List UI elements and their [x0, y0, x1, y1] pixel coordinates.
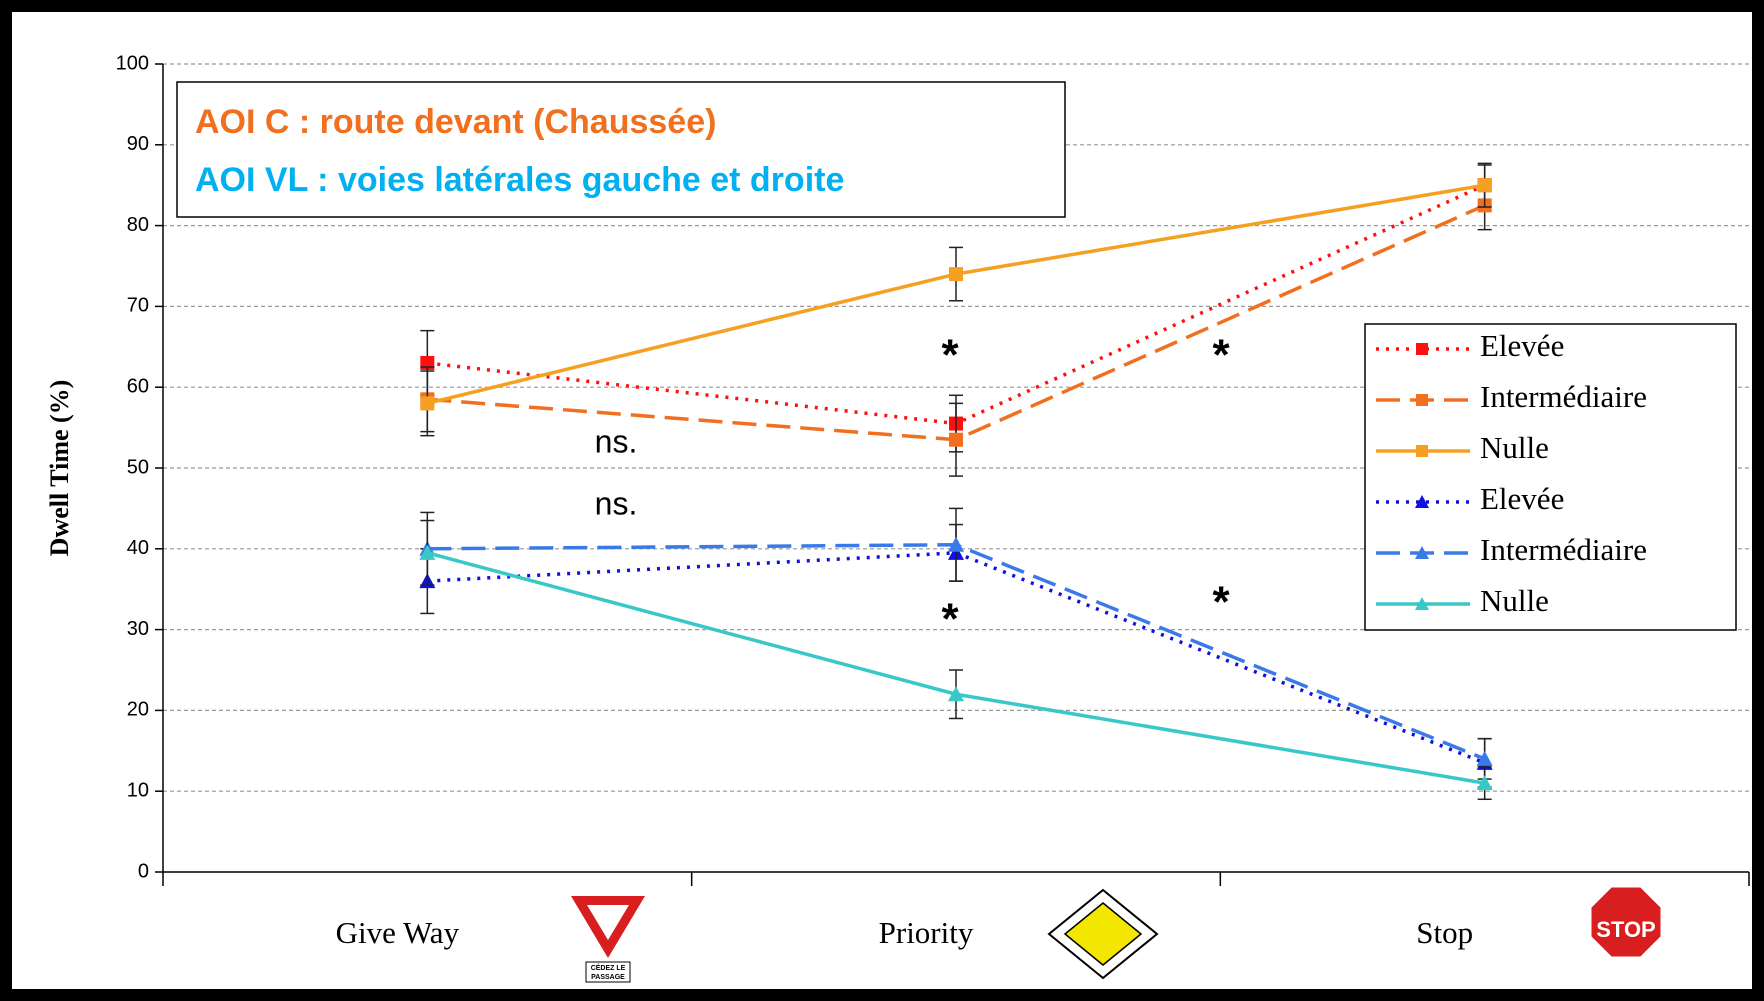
point	[1477, 178, 1492, 193]
legend-label: Elevée	[1480, 328, 1564, 363]
y-tick-label: 20	[127, 699, 149, 721]
annotation: *	[1212, 331, 1230, 380]
legend-label: Nulle	[1480, 430, 1549, 465]
legend-label: Intermédiaire	[1480, 379, 1647, 414]
x-tick-label: Give Way	[336, 915, 460, 950]
yield-text: CÉDEZ LE	[591, 963, 626, 972]
title-line: AOI C : route devant (Chaussée)	[195, 103, 716, 141]
y-axis-label: Dwell Time (%)	[45, 380, 74, 557]
point	[948, 536, 964, 552]
legend-marker	[1416, 394, 1428, 406]
y-tick-label: 70	[127, 295, 149, 317]
priority-sign	[1047, 888, 1159, 980]
legend-label: Intermédiaire	[1480, 532, 1647, 567]
yield-text: PASSAGE	[591, 974, 625, 981]
title-box	[176, 81, 1066, 218]
legend-label: Nulle	[1480, 583, 1549, 618]
legend-marker	[1416, 343, 1428, 355]
title-line: AOI VL : voies latérales gauche et droit…	[195, 161, 844, 199]
point	[949, 267, 963, 282]
y-tick-label: 50	[127, 456, 149, 478]
x-tick-label: Priority	[879, 915, 974, 950]
annotation: *	[941, 595, 959, 644]
legend-marker	[1415, 495, 1429, 508]
y-tick-label: 10	[127, 779, 149, 801]
point	[948, 686, 964, 702]
stop-text: STOP	[1596, 917, 1656, 942]
legend-label: Elevée	[1480, 481, 1564, 516]
point	[1476, 750, 1493, 766]
y-tick-label: 90	[127, 133, 149, 155]
y-tick-label: 80	[127, 214, 149, 236]
y-tick-label: 0	[138, 860, 149, 882]
y-tick-label: 30	[127, 618, 149, 640]
point	[419, 544, 436, 560]
point	[949, 432, 963, 447]
legend-marker	[1415, 546, 1429, 559]
annotation: ns.	[595, 423, 638, 459]
y-tick-label: 40	[127, 537, 149, 559]
point	[420, 396, 435, 411]
annotation: *	[1212, 578, 1230, 627]
y-tick-label: 60	[127, 375, 149, 397]
annotation: ns.	[595, 485, 638, 521]
legend-marker	[1415, 597, 1429, 610]
x-tick-label: Stop	[1416, 915, 1473, 950]
point	[1476, 775, 1493, 791]
legend-box	[1364, 323, 1737, 631]
yield-sign: CÉDEZ LE PASSAGE	[571, 896, 645, 983]
stop-sign: STOP	[1588, 884, 1664, 960]
annotation: *	[941, 331, 959, 380]
legend-marker	[1416, 445, 1428, 457]
y-tick-label: 100	[116, 52, 149, 74]
